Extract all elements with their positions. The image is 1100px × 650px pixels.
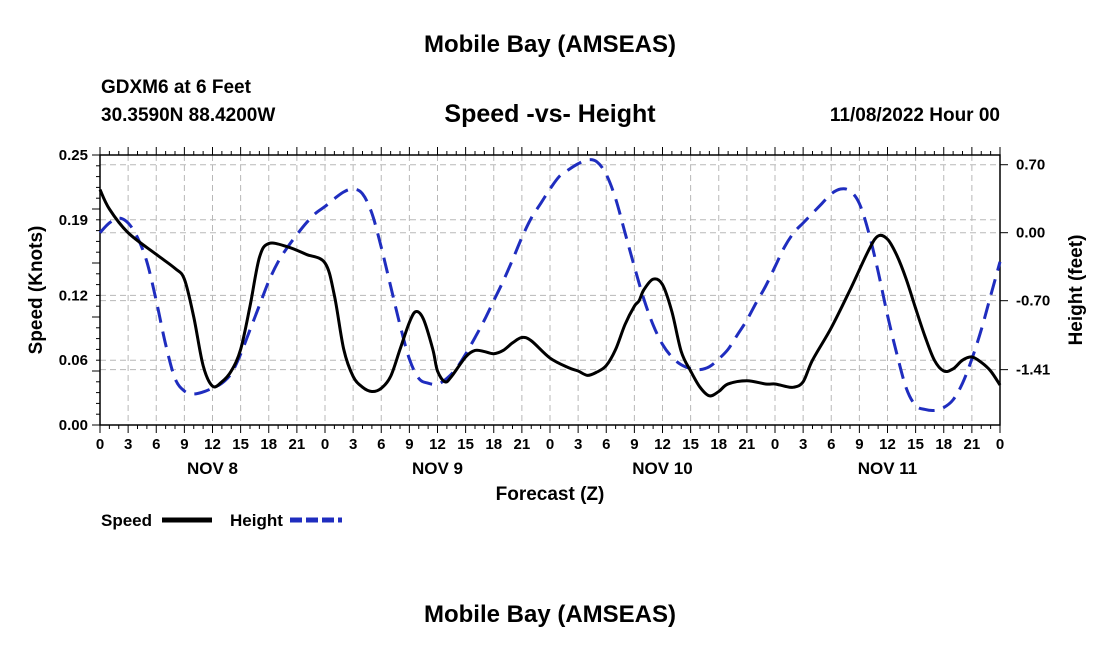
day-label: NOV 9: [412, 459, 463, 478]
x-tick-label: 6: [602, 436, 610, 453]
x-tick-label: 15: [457, 436, 474, 453]
x-tick-label: 3: [799, 436, 807, 453]
x-tick-label: 9: [630, 436, 638, 453]
x-tick-label: 21: [289, 436, 306, 453]
station-label: GDXM6 at 6 Feet: [101, 77, 251, 98]
y-right-tick-label: -1.41: [1016, 362, 1050, 379]
x-tick-label: 0: [771, 436, 779, 453]
x-tick-label: 15: [232, 436, 249, 453]
y-right-tick-label: 0.70: [1016, 157, 1045, 174]
x-tick-label: 9: [405, 436, 413, 453]
x-tick-label: 12: [654, 436, 671, 453]
x-tick-label: 12: [879, 436, 896, 453]
x-tick-label: 3: [124, 436, 132, 453]
x-tick-label: 18: [935, 436, 952, 453]
run-time-label: 11/08/2022 Hour 00: [829, 105, 1000, 126]
x-tick-label: 6: [377, 436, 385, 453]
day-label: NOV 11: [858, 459, 918, 478]
x-tick-label: 15: [682, 436, 699, 453]
footer-title: Mobile Bay (AMSEAS): [423, 601, 677, 628]
legend-label-speed: Speed: [101, 511, 152, 530]
height-series-line: [98, 158, 1002, 413]
y-left-tick-label: 0.19: [59, 212, 88, 229]
x-tick-label: 21: [964, 436, 981, 453]
x-tick-label: 0: [321, 436, 329, 453]
x-tick-label: 18: [710, 436, 727, 453]
y-right-axis-label: Height (feet): [1066, 235, 1087, 346]
y-right-tick-label: 0.00: [1016, 225, 1045, 242]
x-tick-label: 6: [827, 436, 835, 453]
x-tick-label: 21: [514, 436, 531, 453]
y-right-tick-label: -0.70: [1016, 293, 1050, 310]
x-tick-label: 0: [96, 436, 104, 453]
speed-series-line: [98, 188, 1002, 398]
x-tick-label: 18: [485, 436, 502, 453]
x-tick-label: 12: [204, 436, 221, 453]
day-label: NOV 10: [632, 459, 692, 478]
x-tick-label: 0: [996, 436, 1004, 453]
legend-label-height: Height: [230, 511, 283, 530]
x-tick-label: 9: [180, 436, 188, 453]
y-left-tick-label: 0.12: [59, 287, 88, 304]
y-left-axis-label: Speed (Knots): [26, 226, 47, 355]
chart-subtitle: Speed -vs- Height: [444, 100, 656, 128]
x-tick-label: 9: [855, 436, 863, 453]
y-left-tick-label: 0.25: [59, 147, 88, 164]
x-tick-label: 15: [907, 436, 924, 453]
chart-title: Mobile Bay (AMSEAS): [423, 31, 677, 58]
location-label: 30.3590N 88.4200W: [101, 105, 276, 126]
x-tick-label: 12: [429, 436, 446, 453]
y-left-tick-label: 0.00: [59, 417, 88, 434]
y-left-tick-label: 0.06: [59, 352, 88, 369]
x-tick-label: 21: [739, 436, 756, 453]
x-tick-label: 18: [260, 436, 277, 453]
x-tick-label: 3: [349, 436, 357, 453]
x-axis-label: Forecast (Z): [496, 484, 605, 505]
x-tick-label: 6: [152, 436, 160, 453]
x-tick-label: 0: [546, 436, 554, 453]
x-tick-label: 3: [574, 436, 582, 453]
day-label: NOV 8: [187, 459, 238, 478]
